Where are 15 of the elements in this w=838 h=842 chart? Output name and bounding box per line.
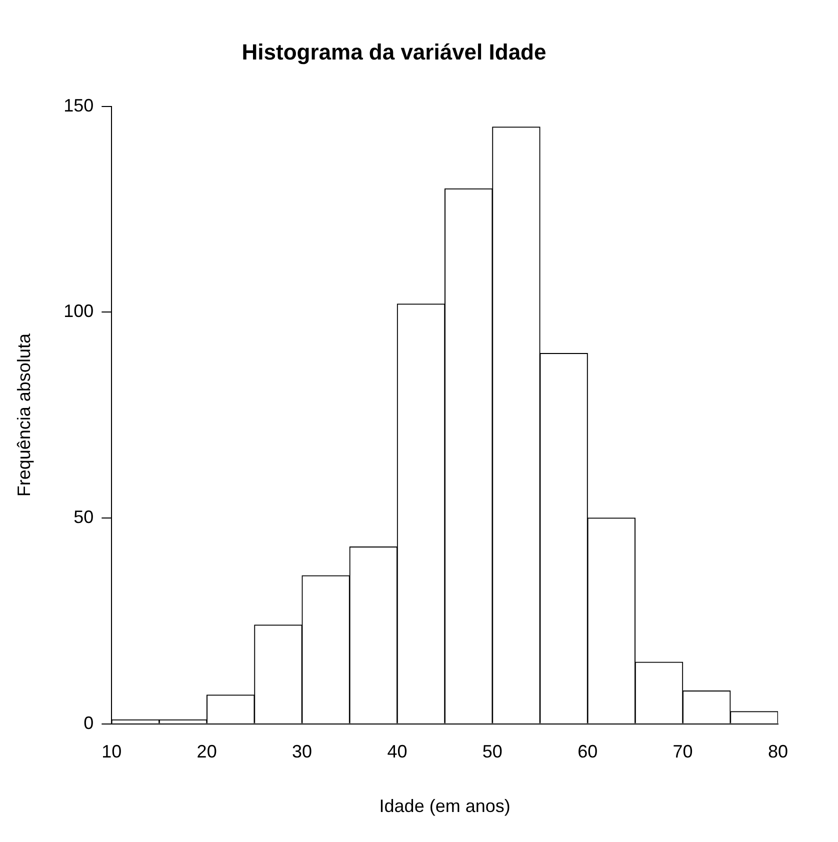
y-tick-label: 50 (74, 506, 94, 527)
chart-title: Histograma da variável Idade (242, 39, 546, 64)
x-tick-label: 80 (768, 742, 788, 762)
x-tick-label: 60 (578, 742, 598, 762)
x-tick-label: 50 (482, 742, 502, 762)
x-tick-label: 10 (102, 742, 122, 762)
y-tick-label: 0 (84, 712, 94, 733)
x-tick-label: 20 (196, 742, 217, 762)
x-tick-label: 70 (672, 742, 693, 762)
x-tick-label: 30 (292, 742, 312, 762)
x-tick-label: 40 (387, 742, 408, 762)
y-tick-label: 150 (64, 95, 94, 116)
y-axis-title: Frequência absoluta (14, 332, 34, 497)
x-axis-title: Idade (em anos) (379, 796, 510, 816)
y-tick-label: 100 (64, 301, 94, 322)
